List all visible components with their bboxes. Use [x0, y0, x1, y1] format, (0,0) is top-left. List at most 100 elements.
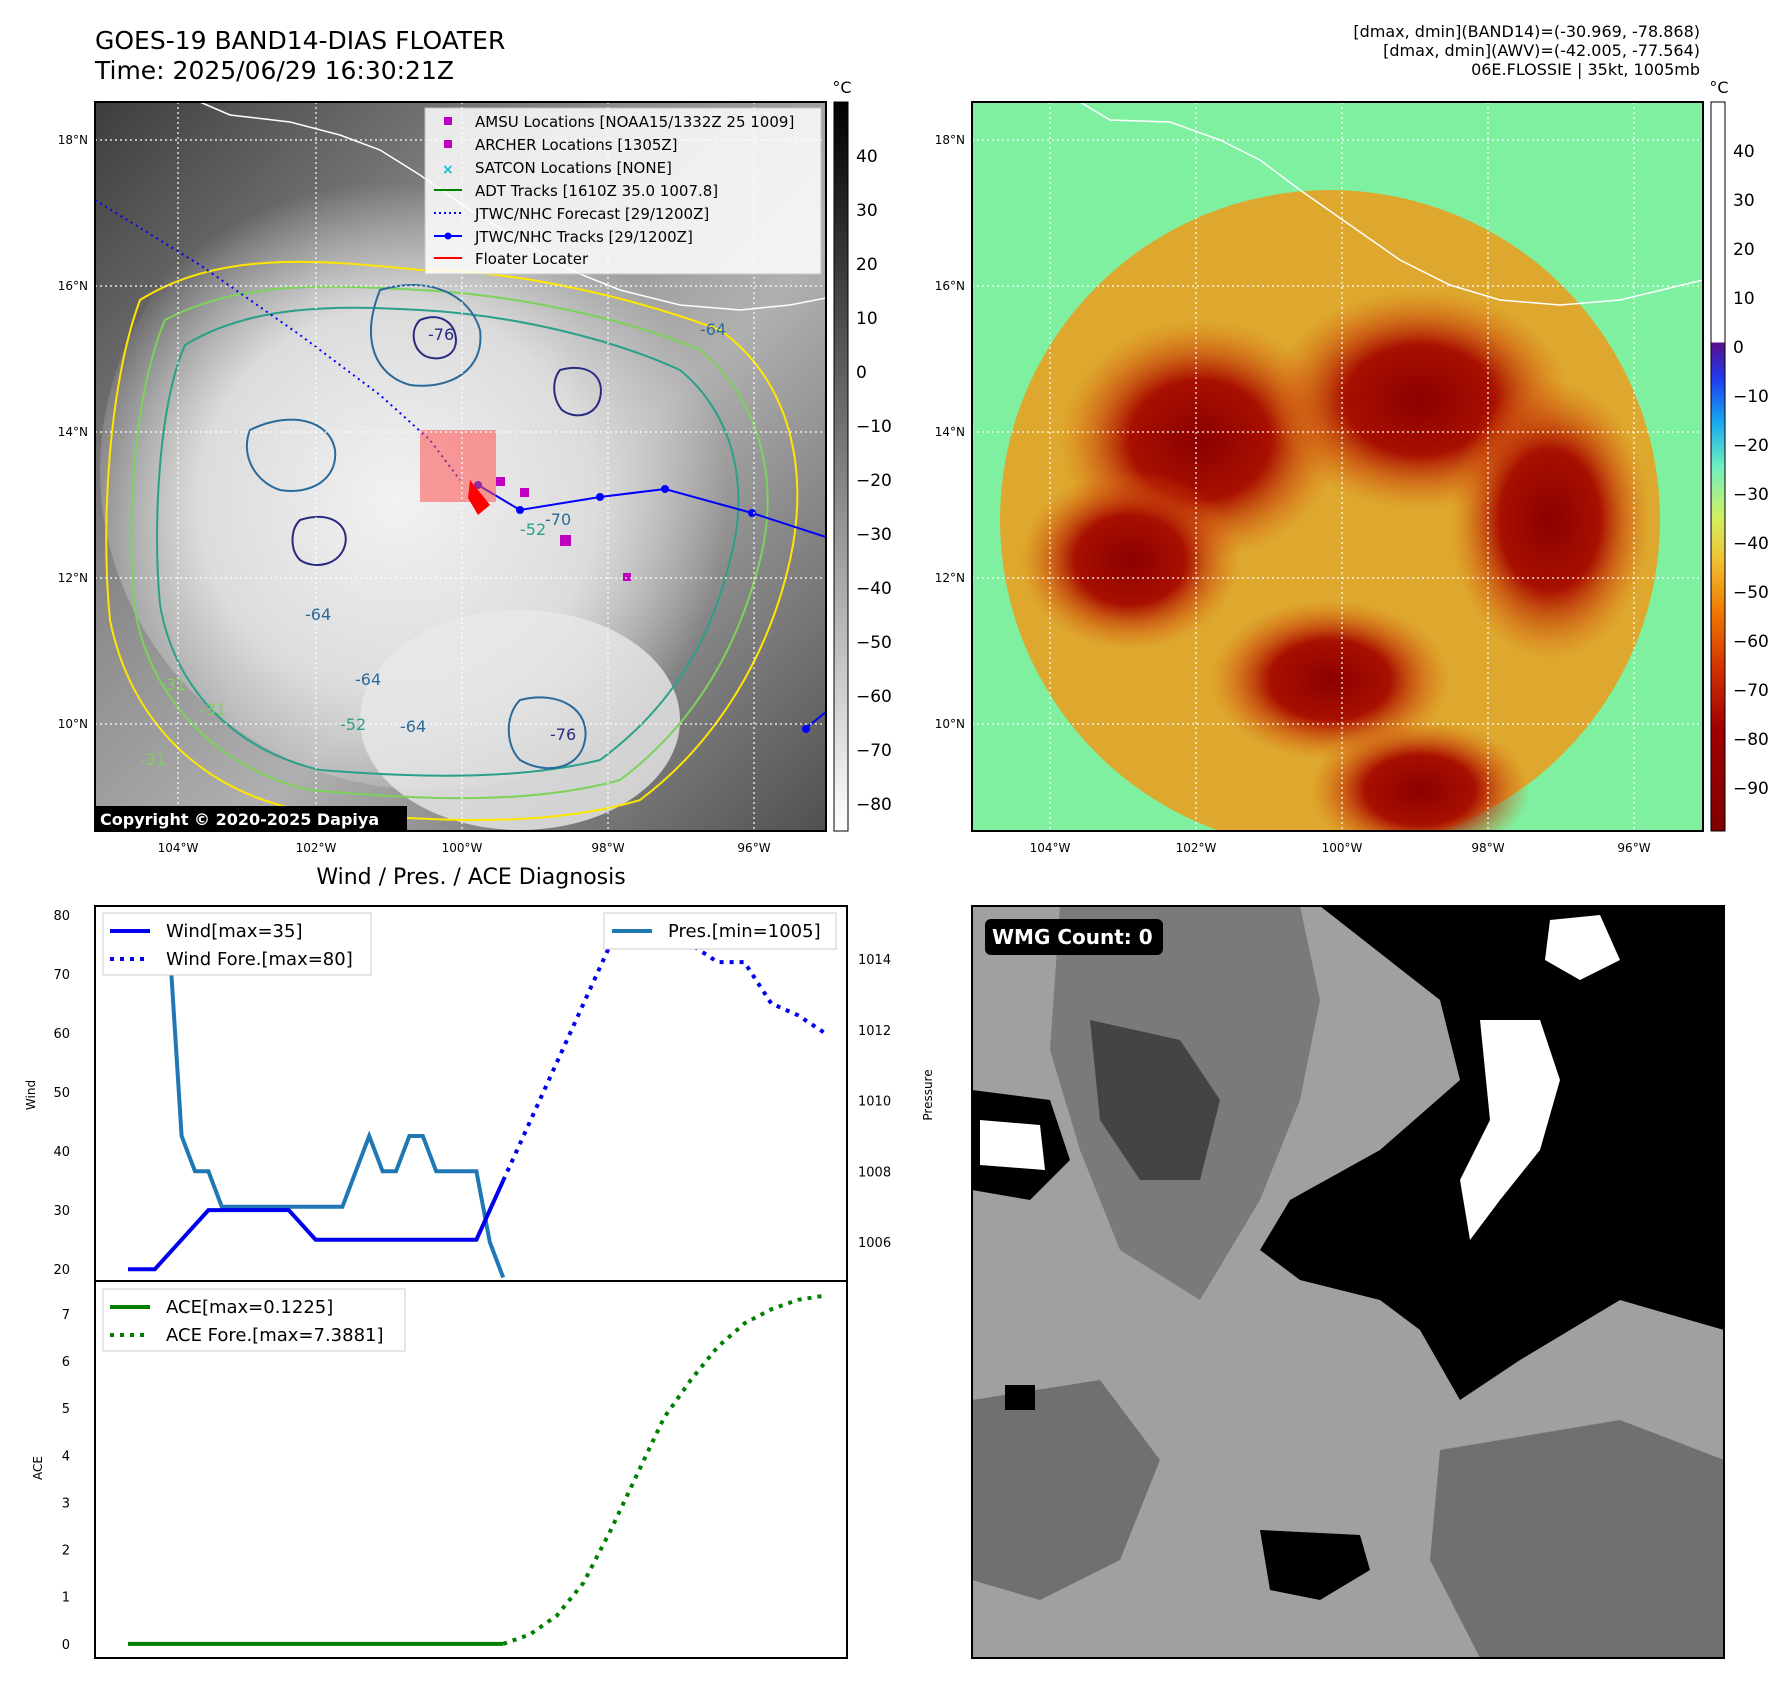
- ir-cb-tick: −20: [856, 471, 892, 491]
- ir-map-panel: -76 -70 -64 -64 -64 -52 -31 -76 -52 -31 …: [58, 78, 892, 855]
- awv-core-3: [1020, 470, 1240, 650]
- lon-label: 96°W: [737, 841, 770, 855]
- awv-cb-tick: −70: [1733, 681, 1769, 701]
- awv-colorbar-unit: °C: [1709, 78, 1728, 97]
- wind-y-ticks: 80 70 60 50 40 30 20: [53, 909, 70, 1278]
- lon-label: 100°W: [1322, 841, 1363, 855]
- ir-cb-tick: −30: [856, 525, 892, 545]
- awv-cb-tick: −10: [1733, 387, 1769, 407]
- wind-tick: 30: [53, 1204, 70, 1219]
- ir-cb-tick: −40: [856, 579, 892, 599]
- ir-cb-tick: −70: [856, 741, 892, 761]
- ir-colorbar: [833, 101, 849, 832]
- ace-tick: 7: [62, 1308, 70, 1323]
- lat-label: 10°N: [935, 717, 965, 731]
- contour-label: -64: [305, 605, 331, 624]
- legend-tracks: JTWC/NHC Tracks [29/1200Z]: [474, 228, 693, 246]
- amsu-marker: [496, 477, 505, 486]
- lon-label: 102°W: [296, 841, 337, 855]
- storm-info: 06E.FLOSSIE | 35kt, 1005mb: [1471, 60, 1700, 79]
- wind-tick: 40: [53, 1145, 70, 1160]
- stats-band14: [dmax, dmin](BAND14)=(-30.969, -78.868): [1353, 22, 1700, 41]
- wmg-region-se: [1430, 1420, 1724, 1658]
- wind-ylabel: Wind: [24, 1080, 38, 1110]
- stats-block: [dmax, dmin](BAND14)=(-30.969, -78.868) …: [1353, 22, 1700, 79]
- ace-legend: ACE[max=0.1225] ACE Fore.[max=7.3881]: [102, 1288, 406, 1352]
- awv-gridlines: [972, 102, 1703, 831]
- lat-label: 12°N: [58, 571, 88, 585]
- awv-colorbar: [1710, 101, 1726, 832]
- awv-core-6: [1310, 720, 1530, 831]
- legend-ace: ACE[max=0.1225]: [166, 1297, 333, 1318]
- title-line-product: GOES-19 BAND14-DIAS FLOATER: [95, 26, 506, 55]
- lon-label: 96°W: [1617, 841, 1650, 855]
- wmg-count-text: WMG Count: 0: [992, 925, 1153, 949]
- ir-floater-locater: [468, 480, 490, 515]
- archer-marker: [520, 488, 529, 497]
- lon-label: 104°W: [158, 841, 199, 855]
- ir-cb-tick: 10: [856, 309, 878, 329]
- pres-legend: Pres.[min=1005]: [603, 912, 837, 950]
- pres-tick: 1012: [858, 1024, 891, 1039]
- lon-label: 100°W: [442, 841, 483, 855]
- wind-tick: 80: [53, 909, 70, 924]
- lat-label: 16°N: [58, 279, 88, 293]
- contour-label: -31: [140, 750, 166, 769]
- awv-cb-tick: 0: [1733, 338, 1744, 358]
- pres-ylabel: Pressure: [921, 1069, 935, 1120]
- ir-contour-labels: -76 -70 -64 -64 -64 -52 -31 -76 -52 -31 …: [140, 320, 726, 769]
- ir-cb-tick: 30: [856, 201, 878, 221]
- awv-lon-labels: 104°W 102°W 100°W 98°W 96°W: [1030, 841, 1651, 855]
- title-line-time: Time: 2025/06/29 16:30:21Z: [95, 56, 454, 85]
- pres-tick: 1006: [858, 1236, 891, 1251]
- contour-label: -52: [520, 520, 546, 539]
- awv-cb-tick: −40: [1733, 534, 1769, 554]
- diagnosis-panel: Wind / Pres. / ACE Diagnosis 80 70 60 50…: [24, 865, 935, 1659]
- ir-cb-tick: −10: [856, 417, 892, 437]
- lat-label: 14°N: [935, 425, 965, 439]
- ir-cb-tick: −60: [856, 687, 892, 707]
- awv-cb-tick: 20: [1733, 240, 1755, 260]
- wind-legend: Wind[max=35] Wind Fore.[max=80]: [102, 912, 372, 976]
- legend-floater: Floater Locater: [475, 250, 589, 268]
- ir-lon-labels: 104°W 102°W 100°W 98°W 96°W: [158, 841, 771, 855]
- ace-tick: 3: [62, 1497, 70, 1512]
- wind-tick: 70: [53, 968, 70, 983]
- ace-tick: 6: [62, 1355, 70, 1370]
- awv-cb-tick: −60: [1733, 632, 1769, 652]
- ir-legend: × AMSU Locations [NOAA15/1332Z 25 1009] …: [424, 107, 822, 275]
- lat-label: 16°N: [935, 279, 965, 293]
- wind-tick: 50: [53, 1086, 70, 1101]
- wmg-region-white-west: [980, 1120, 1045, 1170]
- contour-label: -64: [700, 320, 726, 339]
- awv-cb-tick: −90: [1733, 779, 1769, 799]
- wmg-region-sw: [972, 1380, 1160, 1600]
- lon-label: 104°W: [1030, 841, 1071, 855]
- legend-forecast: JTWC/NHC Forecast [29/1200Z]: [474, 205, 709, 223]
- legend-ace-forecast: ACE Fore.[max=7.3881]: [166, 1325, 384, 1346]
- lat-label: 12°N: [935, 571, 965, 585]
- archer-marker-3: [623, 573, 631, 581]
- wmg-panel: WMG Count: 0: [971, 905, 1725, 1659]
- lat-label: 14°N: [58, 425, 88, 439]
- ace-tick: 4: [62, 1449, 70, 1464]
- awv-cb-tick: −20: [1733, 436, 1769, 456]
- ace-tick: 1: [62, 1591, 70, 1606]
- series-ace-forecast: [502, 1293, 826, 1646]
- awv-lat-labels: 18°N 16°N 14°N 12°N 10°N: [935, 133, 965, 731]
- contour-label: -31: [200, 700, 226, 719]
- wmg-speck: [1005, 1385, 1035, 1410]
- wmg-count-badge: [985, 919, 1163, 955]
- pres-y-ticks: 1014 1012 1010 1008 1006: [858, 953, 891, 1251]
- legend-pressure: Pres.[min=1005]: [668, 921, 821, 942]
- lat-label: 10°N: [58, 717, 88, 731]
- legend-adt: ADT Tracks [1610Z 35.0 1007.8]: [475, 182, 718, 200]
- copyright-text: Copyright © 2020-2025 Dapiya: [100, 810, 379, 829]
- awv-frame: [971, 101, 1704, 832]
- awv-core-4: [1210, 600, 1450, 760]
- lon-label: 98°W: [591, 841, 624, 855]
- wmg-region-white: [1460, 1020, 1560, 1240]
- wmg-region-white-2: [1545, 915, 1620, 980]
- awv-cb-tick: −50: [1733, 583, 1769, 603]
